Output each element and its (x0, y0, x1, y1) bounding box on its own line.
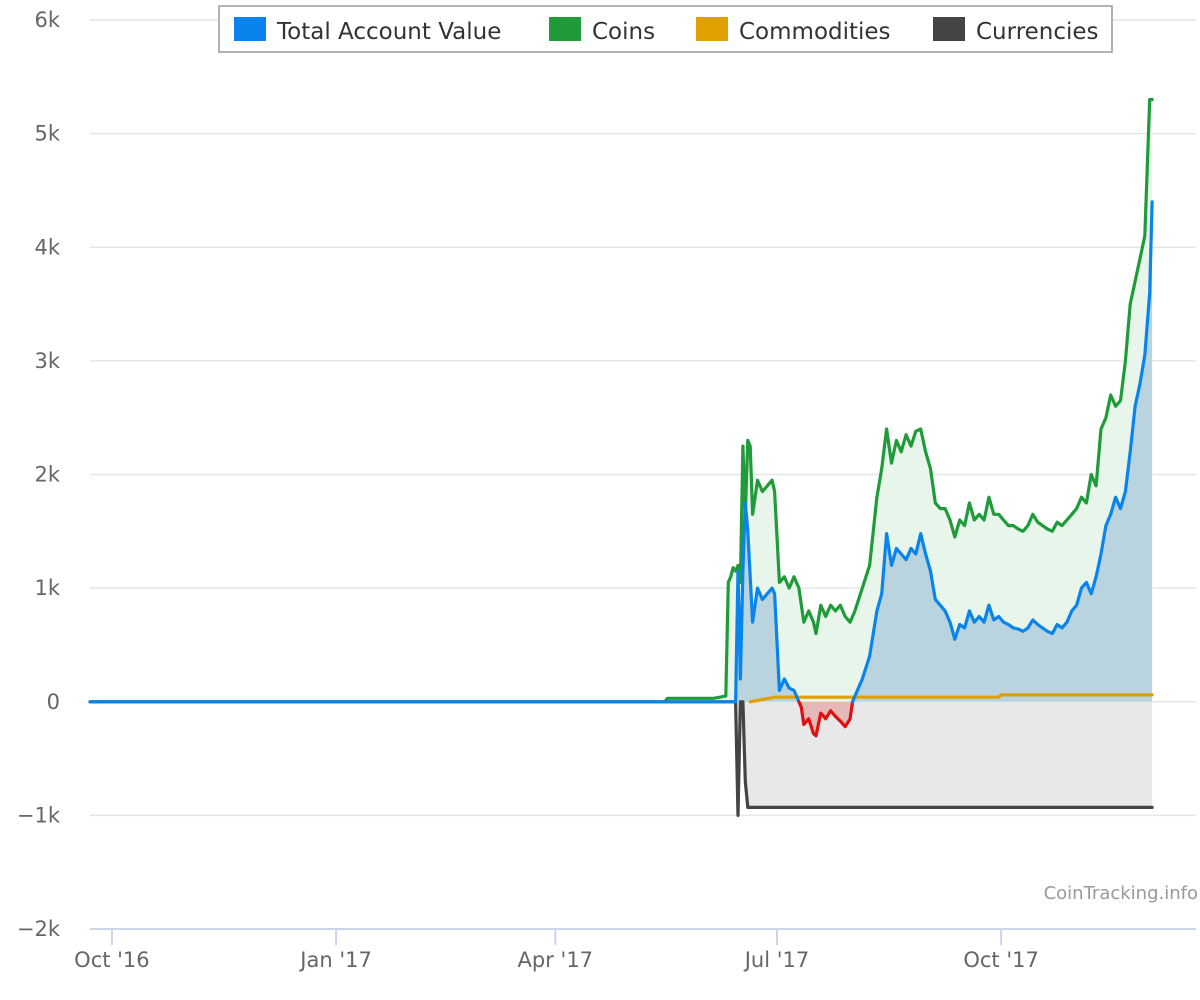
x-tick-label: Jan '17 (298, 948, 372, 972)
y-tick-label: 3k (34, 349, 60, 373)
y-tick-label: −2k (17, 917, 61, 941)
y-tick-label: 0 (47, 690, 60, 714)
legend-item-total[interactable]: Total Account Value (234, 17, 501, 45)
y-tick-label: 1k (34, 576, 60, 600)
legend-swatch (549, 17, 581, 41)
x-tick-label: Jul '17 (743, 948, 810, 972)
series-fills (664, 99, 1153, 816)
y-tick-label: 5k (34, 122, 60, 146)
y-tick-label: 6k (34, 8, 60, 32)
coins-line[interactable] (88, 97, 1154, 704)
legend-item-currencies[interactable]: Currencies (933, 17, 1099, 45)
x-axis (90, 928, 1196, 945)
series-lines (88, 97, 1154, 818)
legend-label: Currencies (976, 19, 1099, 45)
legend-item-coins[interactable]: Coins (549, 17, 655, 45)
legend-swatch (234, 17, 266, 41)
y-tick-label: 4k (34, 235, 60, 259)
legend-swatch (696, 17, 728, 41)
legend-label: Commodities (739, 19, 891, 45)
y-tick-label: −1k (17, 803, 61, 827)
legend-label: Total Account Value (276, 19, 501, 45)
coins-area (664, 99, 1153, 702)
total-account-value-line[interactable] (88, 501, 801, 704)
legend-item-commodities[interactable]: Commodities (696, 17, 891, 45)
total-account-value-negative-line[interactable] (797, 700, 855, 738)
total-account-value-line[interactable] (850, 200, 1154, 704)
x-tick-label: Oct '17 (963, 948, 1038, 972)
y-axis-tick-labels: 6k 5k 4k 3k 2k 1k 0 −1k −2k (17, 8, 61, 941)
credit-label[interactable]: CoinTracking.info (1044, 883, 1198, 904)
commodities-line[interactable] (748, 693, 1154, 704)
y-tick-label: 2k (34, 463, 60, 487)
legend-label: Coins (592, 19, 655, 45)
legend: Total Account Value Coins Commodities Curre… (218, 5, 1113, 53)
currencies-line[interactable] (88, 700, 1154, 818)
total-account-value-negative-area (735, 701, 1153, 736)
currencies-area (735, 701, 1153, 816)
legend-swatch (933, 17, 965, 41)
x-axis-tick-labels: Oct '16 Jan '17 Apr '17 Jul '17 Oct '17 (74, 948, 1039, 972)
x-tick-label: Oct '16 (74, 948, 149, 972)
x-tick-label: Apr '17 (518, 948, 594, 972)
